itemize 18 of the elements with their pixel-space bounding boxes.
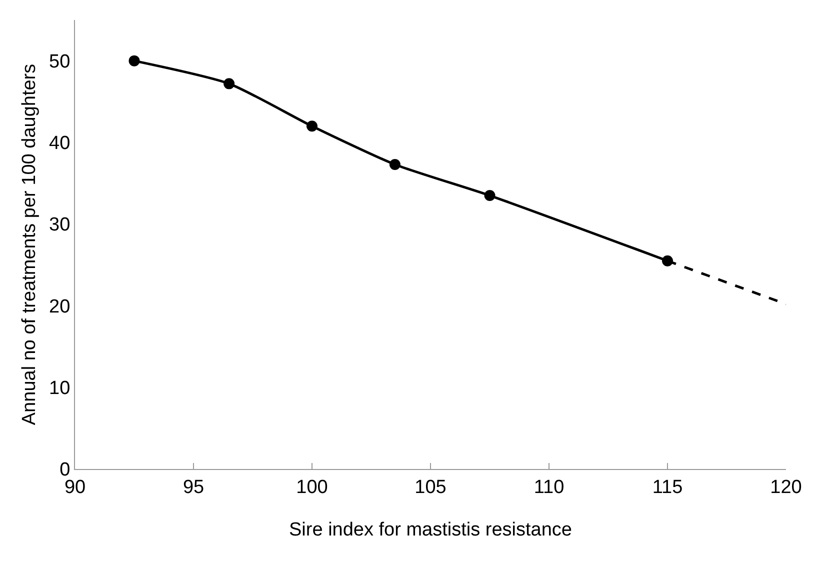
x-axis-title: Sire index for mastistis resistance [289, 520, 572, 541]
x-tick-label: 115 [652, 476, 683, 498]
point [389, 159, 400, 170]
y-axis-title: Annual no of treatments per 100 daughters [18, 64, 40, 426]
y-tick-label: 30 [49, 214, 70, 236]
x-tick-label: 120 [770, 476, 802, 498]
y-tick-label: 10 [49, 378, 70, 400]
x-tick-label: 100 [296, 476, 328, 498]
y-tick-label: 50 [49, 51, 70, 72]
point [224, 78, 235, 90]
point [128, 55, 140, 66]
point [484, 190, 496, 202]
x-tick-label: 105 [414, 476, 446, 498]
x-tick-label: 95 [182, 476, 204, 498]
point [306, 120, 318, 132]
y-tick-label: 40 [49, 133, 70, 154]
y-tick-label: 20 [49, 296, 70, 318]
x-tick-label: 110 [534, 476, 564, 498]
